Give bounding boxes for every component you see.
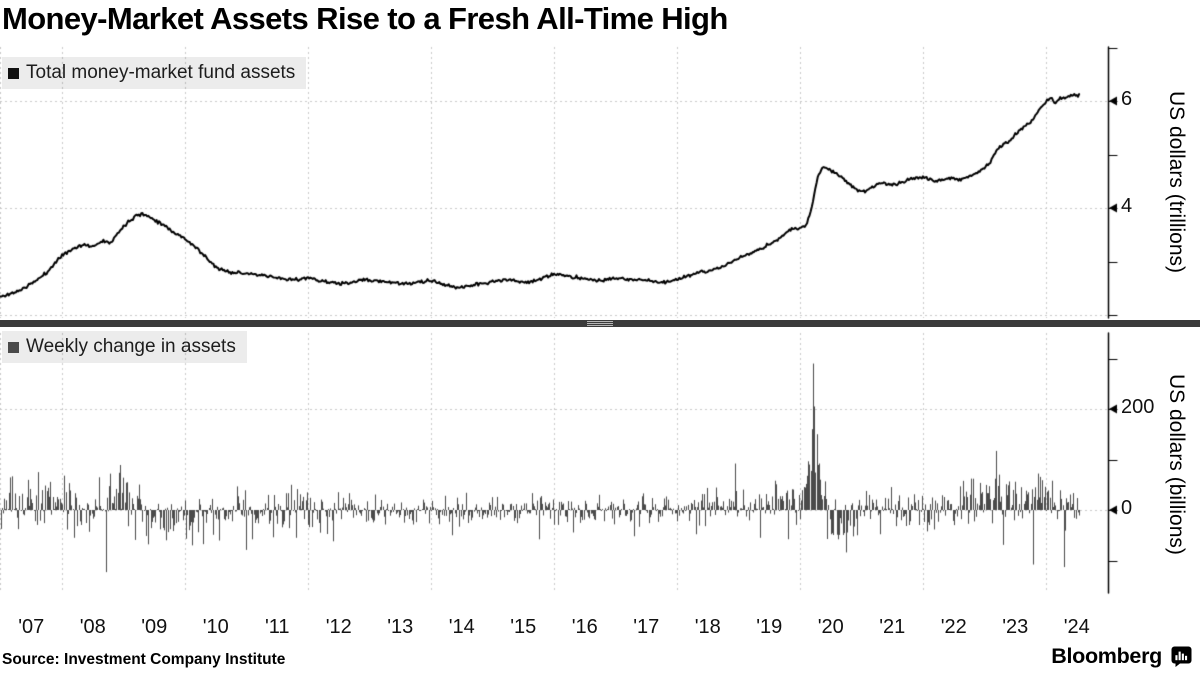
x-tick-label: '17	[633, 616, 660, 638]
x-tick-label: '24	[1063, 616, 1090, 638]
y-tick-label: 200	[1121, 396, 1155, 418]
chart-title: Money-Market Assets Rise to a Fresh All-…	[2, 1, 728, 36]
bloomberg-wordmark: Bloomberg	[1051, 644, 1162, 668]
panel-divider	[0, 320, 1200, 327]
x-tick-label: '23	[1002, 616, 1029, 638]
x-tick-label: '22	[940, 616, 967, 638]
legend-weekly-change: Weekly change in assets	[2, 331, 247, 363]
bloomberg-terminal-icon	[1171, 646, 1192, 667]
x-tick-label: '11	[264, 616, 290, 638]
x-tick-label: '12	[325, 616, 352, 638]
x-tick-label: '16	[571, 616, 598, 638]
x-tick-label: '21	[879, 616, 906, 638]
x-tick-label: '19	[756, 616, 783, 638]
legend-total-assets: Total money-market fund assets	[2, 57, 307, 89]
legend-label: Weekly change in assets	[26, 336, 236, 357]
y-tick-label: 0	[1121, 497, 1133, 519]
x-tick-label: '13	[387, 616, 414, 638]
x-tick-label: '15	[510, 616, 537, 638]
line-series-marker-icon	[8, 67, 19, 79]
x-tick-label: '09	[141, 616, 168, 638]
bloomberg-branding: Bloomberg	[1051, 644, 1192, 669]
source-note: Source: Investment Company Institute	[2, 651, 286, 668]
bar-series-marker-icon	[8, 341, 19, 353]
x-tick-label: '07	[18, 616, 45, 638]
divider-drag-handle-icon[interactable]	[587, 321, 613, 326]
y-axis-title-trillions: US dollars (trillions)	[1165, 91, 1188, 274]
y-tick-label: 4	[1121, 195, 1133, 217]
x-tick-label: '10	[202, 616, 229, 638]
x-tick-label: '14	[448, 616, 475, 638]
y-axis-title-billions: US dollars (billions)	[1165, 373, 1188, 555]
legend-label: Total money-market fund assets	[26, 62, 296, 83]
x-tick-label: '18	[694, 616, 721, 638]
y-tick-label: 6	[1121, 88, 1133, 110]
x-tick-label: '20	[817, 616, 844, 638]
x-tick-label: '08	[79, 616, 106, 638]
